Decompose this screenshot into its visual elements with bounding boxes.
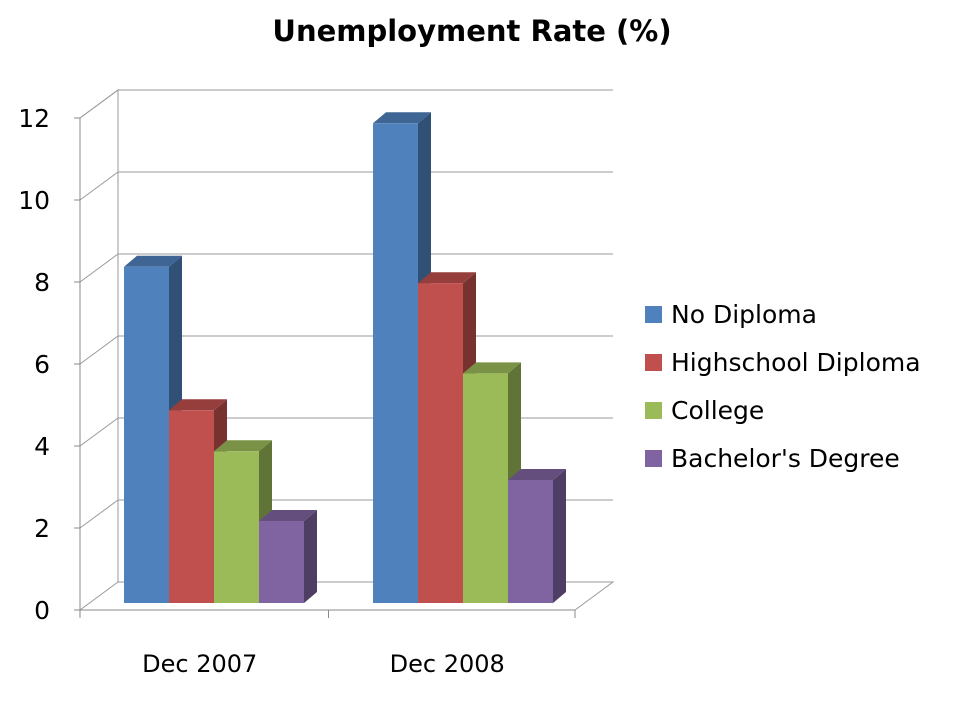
bar-top [463, 362, 521, 374]
legend-label: No Diploma [671, 299, 817, 329]
gridlines [79, 89, 613, 529]
legend-item-college: College [645, 386, 921, 434]
gridline [79, 253, 613, 283]
x-axis-ticks: Dec 2007 Dec 2008 [79, 609, 576, 678]
legend-label: College [671, 395, 765, 425]
legend-item-highschool-diploma: Highschool Diploma [645, 338, 921, 386]
bar-dec-2008-bachelor-s-degree [508, 469, 566, 603]
y-tick-label: 4 [34, 432, 50, 461]
y-axis-ticks: 0 2 4 6 8 10 12 [18, 104, 81, 625]
bar-top [418, 272, 476, 284]
gridline [79, 171, 613, 201]
y-tick-label: 10 [18, 186, 50, 215]
y-tick-label: 2 [34, 514, 50, 543]
bar-side [553, 469, 566, 603]
bar-top [508, 469, 566, 480]
legend-item-no-diploma: No Diploma [645, 290, 921, 338]
bar-front [259, 521, 304, 603]
bar-side [304, 510, 317, 603]
bar-front [508, 480, 553, 603]
legend-label: Bachelor's Degree [671, 443, 900, 473]
x-tick-label: Dec 2007 [142, 650, 257, 678]
bar-front [418, 283, 463, 603]
x-tick-label: Dec 2008 [390, 650, 505, 678]
bar-front [124, 266, 169, 603]
bar-front [214, 451, 259, 603]
floor-edge [79, 581, 615, 611]
y-tick-label: 0 [34, 596, 50, 625]
bar-front [169, 410, 214, 603]
legend-swatch [645, 449, 662, 467]
legend-item-bachelors-degree: Bachelor's Degree [645, 434, 921, 482]
bar-top [124, 255, 182, 267]
bars [124, 112, 566, 604]
bar-dec-2007-bachelor-s-degree [259, 510, 317, 603]
legend-swatch [645, 401, 662, 419]
bar-top [373, 112, 431, 124]
bar-top [259, 510, 317, 521]
legend: No Diploma Highschool Diploma College Ba… [645, 290, 921, 482]
bar-front [373, 123, 418, 604]
y-tick-label: 8 [34, 268, 50, 297]
left-wall-edge [79, 89, 119, 582]
bar-top [169, 399, 227, 411]
bar-front [463, 373, 508, 603]
legend-label: Highschool Diploma [671, 347, 921, 377]
chart-title: Unemployment Rate (%) [272, 14, 672, 48]
legend-swatch [645, 353, 662, 371]
legend-swatch [645, 305, 662, 323]
bar-top [214, 440, 272, 452]
y-tick-label: 6 [34, 350, 50, 379]
gridline [79, 89, 613, 119]
y-tick-label: 12 [18, 104, 50, 133]
